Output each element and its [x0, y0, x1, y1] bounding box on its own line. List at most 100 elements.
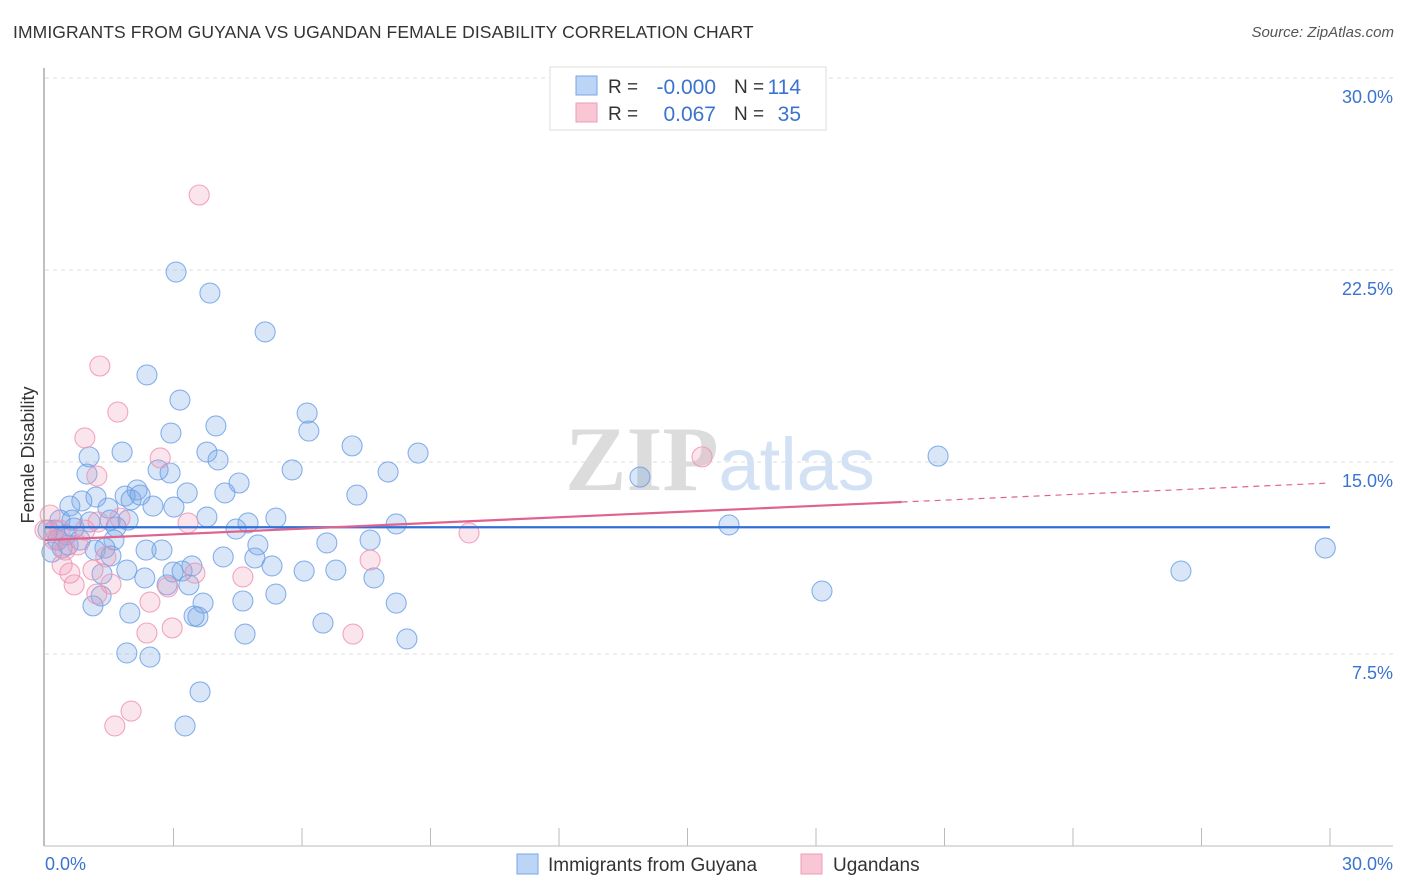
point-guyana — [316, 532, 338, 554]
point-guyana — [346, 484, 368, 506]
legend-r-value: 0.067 — [663, 103, 716, 126]
point-ugandans — [136, 622, 158, 644]
point-guyana — [160, 422, 182, 444]
point-ugandans — [86, 465, 108, 487]
point-guyana — [156, 574, 178, 596]
point-ugandans — [359, 549, 381, 571]
point-ugandans — [161, 617, 183, 639]
point-guyana — [244, 547, 266, 569]
point-guyana — [111, 441, 133, 463]
point-guyana — [407, 442, 429, 464]
point-guyana — [341, 435, 363, 457]
point-guyana — [176, 482, 198, 504]
point-guyana — [811, 580, 833, 602]
point-guyana — [261, 555, 283, 577]
point-ugandans — [59, 562, 81, 584]
point-guyana — [139, 646, 161, 668]
point-guyana — [174, 715, 196, 737]
y-tick-label: 22.5% — [1342, 279, 1393, 299]
legend-swatch-pink — [575, 102, 598, 123]
series-legend: Immigrants from Guyana Ugandans — [516, 853, 920, 876]
point-guyana — [225, 518, 247, 540]
legend-r-label: R = — [608, 104, 638, 125]
point-guyana — [51, 537, 73, 559]
point-ugandans — [63, 574, 85, 596]
point-guyana — [196, 506, 218, 528]
point-ugandans — [74, 519, 96, 541]
point-guyana — [718, 514, 740, 536]
point-guyana — [163, 496, 185, 518]
point-guyana — [207, 449, 229, 471]
point-ugandans — [104, 715, 126, 737]
point-guyana — [135, 539, 157, 561]
point-ugandans — [188, 184, 210, 206]
point-guyana — [232, 590, 254, 612]
chart-source: Source: ZipAtlas.com — [1251, 24, 1394, 41]
point-guyana — [396, 628, 418, 650]
legend-n-value: 114 — [768, 76, 802, 99]
legend-n-label: N = — [734, 77, 764, 98]
point-guyana — [293, 560, 315, 582]
point-guyana — [247, 534, 269, 556]
point-guyana — [71, 490, 93, 512]
point-guyana — [85, 486, 107, 508]
point-ugandans — [139, 591, 161, 613]
y-tick-label: 7.5% — [1352, 663, 1393, 683]
point-ugandans — [691, 446, 713, 468]
trendline-ugandans-extension — [901, 482, 1331, 503]
point-guyana — [325, 559, 347, 581]
point-guyana — [169, 389, 191, 411]
point-guyana — [159, 462, 181, 484]
point-guyana — [385, 592, 407, 614]
legend-n-label: N = — [734, 104, 764, 125]
point-guyana — [165, 261, 187, 283]
point-guyana — [187, 606, 209, 628]
point-ugandans — [51, 554, 73, 576]
point-guyana — [114, 485, 136, 507]
point-guyana — [377, 461, 399, 483]
point-guyana — [298, 420, 320, 442]
point-ugandans — [74, 427, 96, 449]
legend-n-value: 35 — [778, 103, 801, 126]
legend-r-label: R = — [608, 77, 638, 98]
point-ugandans — [89, 355, 111, 377]
point-ugandans — [149, 447, 171, 469]
point-guyana — [116, 642, 138, 664]
point-guyana — [281, 459, 303, 481]
x-tick-label-max: 30.0% — [1342, 854, 1393, 874]
watermark: ZIPatlas — [565, 408, 875, 510]
point-guyana — [136, 364, 158, 386]
point-ugandans — [82, 559, 104, 581]
x-tick-label-min: 0.0% — [45, 854, 86, 874]
point-guyana — [214, 482, 236, 504]
point-guyana — [129, 484, 151, 506]
point-guyana — [117, 509, 139, 531]
point-guyana — [1170, 560, 1192, 582]
point-ugandans — [232, 566, 254, 588]
point-guyana — [116, 559, 138, 581]
point-guyana — [103, 529, 125, 551]
legend-swatch-blue — [575, 75, 598, 96]
point-ugandans — [342, 623, 364, 645]
point-guyana — [189, 681, 211, 703]
point-ugandans — [95, 546, 117, 568]
legend-r-value: -0.000 — [656, 76, 716, 99]
point-guyana — [82, 595, 104, 617]
legend-swatch-guyana — [516, 853, 539, 875]
point-guyana — [178, 574, 200, 596]
point-ugandans — [49, 519, 71, 541]
point-ugandans — [34, 519, 56, 541]
point-ugandans — [107, 401, 129, 423]
trendline-ugandans — [44, 500, 902, 542]
y-axis-label: Female Disability — [18, 386, 38, 523]
chart-title: IMMIGRANTS FROM GUYANA VS UGANDAN FEMALE… — [13, 22, 754, 42]
point-guyana — [254, 321, 276, 343]
y-tick-label: 30.0% — [1342, 87, 1393, 107]
point-guyana — [359, 529, 381, 551]
point-guyana — [265, 583, 287, 605]
point-ugandans — [177, 512, 199, 534]
point-guyana — [205, 415, 227, 437]
point-guyana — [119, 602, 141, 624]
point-guyana — [234, 623, 256, 645]
